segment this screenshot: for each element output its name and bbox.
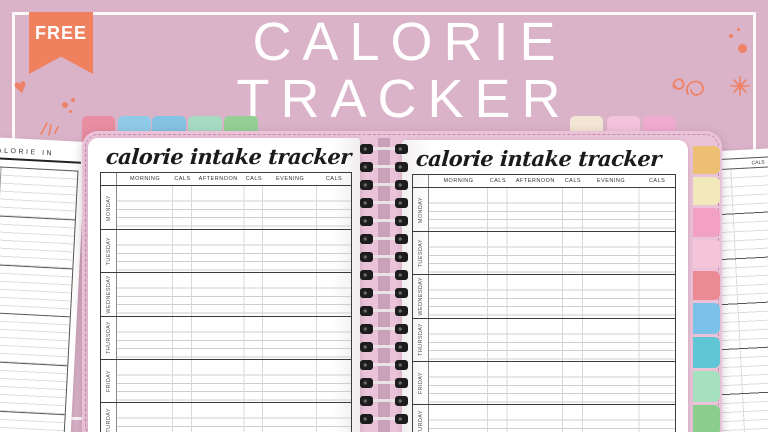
dot-decor bbox=[62, 102, 68, 108]
spiral-ring bbox=[360, 216, 408, 226]
dot-decor bbox=[71, 98, 75, 102]
col-header-evening: EVENING bbox=[276, 176, 305, 182]
col-header-cals: CALS bbox=[174, 176, 191, 182]
col-header-morning: MORNING bbox=[443, 178, 474, 184]
spiral-ring bbox=[360, 288, 408, 298]
day-label: WEDNESDAY bbox=[417, 277, 424, 316]
day-label: FRIDAY bbox=[417, 371, 424, 394]
spiral-ring bbox=[360, 144, 408, 154]
table-header-row: MORNING CALS AFTERNOON CALS EVENING CALS bbox=[101, 173, 351, 186]
day-row-wednesday: WEDNESDAY bbox=[413, 274, 675, 318]
planner-page-left: calorie intake tracker MORNING CALS AFTE… bbox=[88, 138, 360, 432]
divider-tab bbox=[693, 177, 720, 205]
spiral-ring bbox=[360, 324, 408, 334]
col-header-afternoon: AFTERNOON bbox=[515, 178, 555, 184]
background-page-title: CALORIE IN bbox=[0, 146, 82, 164]
page-title: CALORIE TRACKER bbox=[236, 12, 572, 129]
squiggle-icon bbox=[668, 74, 710, 109]
divider-tab bbox=[693, 271, 720, 300]
spine-strip bbox=[378, 138, 390, 432]
divider-tab bbox=[693, 405, 720, 432]
spiral-ring bbox=[360, 198, 408, 208]
day-row-monday: MONDAY bbox=[101, 186, 351, 230]
day-row-thursday: THURSDAY bbox=[413, 317, 675, 361]
day-row-wednesday: WEDNESDAY bbox=[101, 272, 351, 316]
day-row-tuesday: TUESDAY bbox=[101, 229, 351, 273]
table-header-row: MORNING CALS AFTERNOON CALS EVENING CALS bbox=[413, 175, 675, 188]
col-header-cals: CALS bbox=[564, 178, 582, 184]
tracker-title: calorie intake tracker bbox=[105, 144, 352, 169]
col-header-cals: CALS bbox=[489, 178, 507, 184]
divider-tab bbox=[693, 303, 720, 334]
day-label: SATURDAY bbox=[417, 409, 424, 432]
day-label: TUESDAY bbox=[105, 237, 112, 266]
day-row-thursday: THURSDAY bbox=[101, 315, 351, 359]
col-header-morning: MORNING bbox=[130, 176, 161, 182]
day-row-friday: FRIDAY bbox=[413, 360, 675, 405]
sparkle-icon bbox=[38, 116, 60, 141]
day-label: MONDAY bbox=[417, 196, 424, 223]
dot-decor bbox=[69, 110, 72, 113]
day-label: TUESDAY bbox=[417, 239, 424, 268]
day-row-saturday: SATURDAY bbox=[413, 403, 675, 432]
col-header-cals: CALS bbox=[325, 176, 343, 182]
col-header-cals: CALS bbox=[245, 176, 263, 182]
spiral-ring bbox=[360, 180, 408, 190]
tracker-title: calorie intake tracker bbox=[415, 146, 662, 171]
spiral-ring bbox=[360, 162, 408, 172]
day-label: MONDAY bbox=[105, 194, 112, 221]
day-label: SATURDAY bbox=[105, 407, 112, 432]
divider-tab bbox=[693, 208, 720, 237]
day-row-saturday: SATURDAY bbox=[101, 401, 351, 432]
spiral-ring bbox=[360, 378, 408, 388]
day-row-tuesday: TUESDAY bbox=[413, 231, 675, 275]
divider-tab bbox=[693, 337, 720, 368]
tracker-table: MORNING CALS AFTERNOON CALS EVENING CALS… bbox=[100, 172, 352, 432]
spiral-ring bbox=[360, 270, 408, 280]
background-table: MONDAY TUESDAY WEDNESDAY THURSDAY FRIDAY… bbox=[0, 165, 79, 432]
day-row-monday: MONDAY bbox=[413, 188, 675, 232]
spiral-ring bbox=[360, 306, 408, 316]
day-label: FRIDAY bbox=[105, 369, 112, 392]
col-header-afternoon: AFTERNOON bbox=[198, 176, 238, 182]
spiral-ring bbox=[360, 252, 408, 262]
divider-tab bbox=[693, 371, 720, 402]
day-label: THURSDAY bbox=[417, 323, 424, 357]
spiral-ring bbox=[360, 414, 408, 424]
day-row-friday: FRIDAY bbox=[101, 358, 351, 403]
divider-tab bbox=[693, 240, 720, 268]
spiral-ring bbox=[360, 342, 408, 352]
spiral-ring bbox=[360, 360, 408, 370]
planner-page-right: calorie intake tracker MORNING CALS AFTE… bbox=[402, 140, 688, 432]
day-label: THURSDAY bbox=[105, 321, 112, 355]
background-page-left: CALORIE IN MONDAY TUESDAY WEDNESDAY THUR… bbox=[0, 136, 87, 432]
dot-decor bbox=[738, 44, 747, 53]
free-badge-label: FREE bbox=[34, 23, 87, 43]
col-header-cals: CALS bbox=[648, 178, 666, 184]
starburst-icon bbox=[730, 76, 750, 101]
divider-tab bbox=[693, 146, 720, 174]
dot-decor bbox=[737, 28, 740, 31]
spiral-ring bbox=[360, 234, 408, 244]
dot-decor bbox=[729, 34, 733, 38]
tracker-table: MORNING CALS AFTERNOON CALS EVENING CALS… bbox=[412, 174, 676, 432]
spiral-binding bbox=[360, 144, 408, 432]
col-header-evening: EVENING bbox=[596, 178, 626, 184]
spiral-ring bbox=[360, 396, 408, 406]
day-label: WEDNESDAY bbox=[105, 275, 112, 314]
